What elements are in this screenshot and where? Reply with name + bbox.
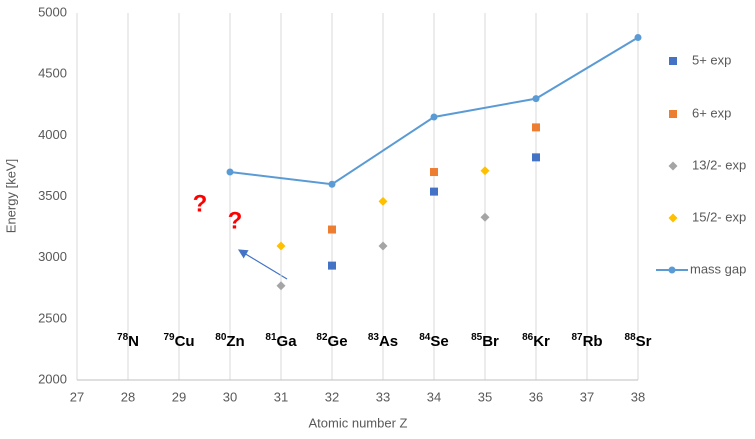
x-tick-label: 28 (121, 389, 135, 404)
nuclide-label: 88Sr (625, 332, 652, 350)
nuclide-label: 78N (117, 332, 139, 350)
legend-label: 6+ exp (692, 105, 731, 120)
legend-label: 13/2- exp (692, 157, 746, 172)
point (430, 187, 438, 196)
nuclide-mass: 85 (471, 332, 483, 343)
nuclide-symbol: Ga (277, 333, 298, 350)
y-tick-label: 3000 (38, 249, 67, 264)
nuclide-mass: 82 (316, 332, 328, 343)
y-tick-label: 4500 (38, 66, 67, 81)
x-tick-label: 27 (70, 389, 84, 404)
x-tick-label: 36 (529, 389, 543, 404)
y-axis-label: Energy [keV] (3, 159, 18, 233)
x-tick-label: 29 (172, 389, 186, 404)
legend-label: 15/2- exp (692, 209, 746, 224)
nuclide-symbol: Ge (328, 333, 348, 350)
nuclide-mass: 80 (215, 332, 227, 343)
nuclide-mass: 79 (163, 332, 175, 343)
point (480, 212, 490, 222)
nuclide-label: 86Kr (522, 332, 550, 350)
arrow (237, 249, 288, 280)
nuclide-label: 85Br (471, 332, 499, 350)
nuclide-label: 80Zn (215, 332, 244, 350)
legend-marker (669, 57, 677, 65)
nuclide-mass: 88 (625, 332, 637, 343)
nuclide-label: 81Ga (265, 332, 297, 350)
x-tick-label: 37 (580, 389, 594, 404)
question-mark: ? (193, 190, 208, 217)
point (532, 153, 540, 162)
nuclide-symbol: Se (430, 333, 448, 350)
y-tick-label: 4000 (38, 127, 67, 142)
legend-label: 5+ exp (692, 52, 731, 67)
point (480, 166, 490, 176)
y-tick-label: 2000 (38, 371, 67, 386)
nuclide-mass: 83 (368, 332, 380, 343)
question-mark: ? (228, 207, 243, 234)
x-tick-label: 33 (376, 389, 390, 404)
point (430, 113, 438, 121)
point (378, 196, 388, 206)
nuclide-symbol: As (379, 333, 398, 350)
nuclide-label: 82Ge (316, 332, 347, 350)
nuclide-symbol: Cu (175, 333, 195, 350)
point (532, 95, 540, 103)
point (226, 168, 234, 176)
point (328, 225, 336, 234)
nuclide-label: 83As (368, 332, 398, 350)
nuclide-symbol: Sr (636, 333, 652, 350)
nuclide-symbol: Zn (226, 333, 244, 350)
legend-label: mass gap (690, 261, 746, 276)
nuclide-symbol: Kr (533, 333, 550, 350)
point (276, 281, 286, 291)
x-tick-label: 30 (223, 389, 237, 404)
legend-marker (668, 266, 676, 274)
nuclide-label: 79Cu (163, 332, 194, 350)
legend-marker (669, 110, 677, 118)
nuclide-mass: 81 (265, 332, 277, 343)
x-tick-label: 38 (631, 389, 645, 404)
nuclide-symbol: Rb (583, 333, 603, 350)
nuclide-symbol: N (128, 333, 139, 350)
x-tick-label: 35 (478, 389, 492, 404)
point (328, 180, 336, 188)
nuclide-mass: 78 (117, 332, 129, 343)
nuclide-mass: 86 (522, 332, 534, 343)
nuclide-symbol: Br (482, 333, 499, 350)
y-tick-label: 2500 (38, 310, 67, 325)
x-tick-label: 32 (325, 389, 339, 404)
point (328, 261, 336, 270)
nuclide-label: 84Se (419, 332, 448, 350)
point (532, 123, 540, 132)
x-tick-label: 34 (427, 389, 441, 404)
point (378, 241, 388, 251)
x-tick-label: 31 (274, 389, 288, 404)
nuclide-mass: 84 (419, 332, 431, 343)
x-axis-label: Atomic number Z (309, 415, 408, 430)
y-tick-label: 5000 (38, 4, 67, 19)
y-tick-label: 3500 (38, 188, 67, 203)
nuclide-label: 87Rb (571, 332, 602, 350)
nuclide-mass: 87 (571, 332, 583, 343)
point (276, 241, 286, 251)
legend-marker (668, 213, 678, 223)
point (634, 33, 642, 41)
legend-marker (668, 161, 678, 171)
point (430, 168, 438, 177)
